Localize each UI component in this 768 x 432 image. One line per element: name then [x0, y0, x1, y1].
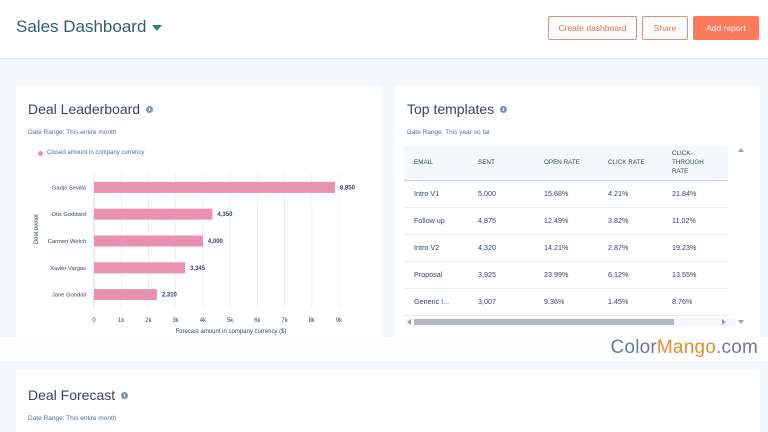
dashboard-title: Sales Dashboard — [16, 17, 147, 36]
info-icon[interactable] — [121, 391, 129, 399]
templates-date-range: Date Range: This year so far — [407, 129, 490, 136]
cell-click-through-rate: 11.02% — [662, 207, 728, 235]
share-button[interactable]: Share — [642, 16, 688, 40]
bar-value-label: 4,000 — [208, 239, 224, 245]
dashboard-selector[interactable]: Sales Dashboard — [16, 17, 163, 37]
info-icon[interactable] — [146, 105, 154, 113]
column-header-open-rate[interactable]: OPEN RATE — [534, 146, 598, 181]
x-tick-label: 1k — [118, 318, 125, 324]
cell-click-through-rate: 13.55% — [662, 261, 728, 289]
cell-email: Proposal — [404, 261, 468, 289]
cell-open-rate: 9.36% — [534, 288, 598, 316]
cell-sent: 3,925 — [468, 261, 534, 289]
cell-sent: 4,875 — [468, 207, 534, 235]
cell-sent: 5,000 — [468, 180, 534, 208]
column-header-sent[interactable]: SENT — [468, 146, 534, 181]
deal-leaderboard-card: Deal Leaderboard Date Range: This entire… — [16, 86, 382, 337]
bar-value-label: 8,850 — [340, 185, 356, 191]
watermark: ColorMango.com — [610, 337, 758, 358]
cell-sent: 4,320 — [468, 234, 534, 262]
x-tick-label: 8k — [309, 318, 316, 324]
bar-value-label: 2,310 — [162, 293, 178, 299]
category-label: Jane Goodall — [52, 293, 86, 299]
cell-email: Intro V2 — [404, 234, 468, 262]
category-label: Gadjo Sevilla — [52, 185, 87, 191]
deal-forecast-card: Deal Forecast Date Range: This entire mo… — [16, 370, 760, 432]
vertical-scrollbar[interactable] — [737, 146, 745, 326]
templates-table: EMAIL SENT OPEN RATE CLICK RATE CLICK-TH… — [404, 146, 728, 316]
top-templates-card: Top templates Date Range: This year so f… — [394, 86, 760, 337]
watermark-band: ColorMango.com — [0, 337, 768, 361]
create-dashboard-button[interactable]: Create dashboard — [548, 16, 637, 40]
bar — [94, 289, 157, 301]
add-report-button[interactable]: Add report — [693, 16, 759, 40]
cell-click-rate: 3.82% — [598, 207, 662, 235]
table-row: Generic I... 3,007 9.36% 1.45% 8.76% — [404, 288, 728, 316]
x-tick-label: 9k — [336, 318, 343, 324]
info-icon[interactable] — [500, 105, 508, 113]
scroll-right-icon[interactable] — [722, 319, 726, 325]
forecast-date-range: Date Range: This entire month — [28, 415, 117, 422]
category-label: Carmen Welch — [48, 239, 86, 245]
horizontal-scrollbar[interactable] — [406, 318, 736, 326]
cell-email: Intro V1 — [404, 180, 468, 208]
cell-open-rate: 15.68% — [534, 180, 598, 208]
table-header-row: EMAIL SENT OPEN RATE CLICK RATE CLICK-TH… — [404, 146, 728, 181]
scroll-left-icon[interactable] — [407, 319, 411, 325]
cell-click-through-rate: 21.84% — [662, 180, 728, 208]
category-label: Xavier Vargas — [50, 266, 86, 272]
cell-click-through-rate: 8.76% — [662, 288, 728, 316]
bar — [94, 208, 213, 220]
cell-email: Generic I... — [404, 288, 468, 316]
deal-leaderboard-title: Deal Leaderboard — [28, 101, 154, 117]
leaderboard-date-range: Date Range: This entire month — [28, 129, 117, 136]
cell-click-rate: 4.21% — [598, 180, 662, 208]
chart-legend: Closed amount in company currency — [38, 150, 144, 156]
x-tick-label: 7k — [281, 318, 288, 324]
cell-click-rate: 6.12% — [598, 261, 662, 289]
top-templates-title: Top templates — [407, 101, 508, 117]
table-row: Intro V1 5,000 15.68% 4.21% 21.84% — [404, 180, 728, 208]
legend-swatch — [38, 150, 43, 156]
cell-click-rate: 1.45% — [598, 288, 662, 316]
cell-click-through-rate: 19.23% — [662, 234, 728, 262]
x-tick-label: 3k — [172, 318, 179, 324]
cell-sent: 3,007 — [468, 288, 534, 316]
cell-open-rate: 23.99% — [534, 261, 598, 289]
x-tick-label: 4k — [200, 318, 207, 324]
bar — [94, 235, 203, 247]
x-tick-label: 6k — [254, 318, 261, 324]
column-header-click-rate[interactable]: CLICK RATE — [598, 146, 662, 181]
column-header-click-through-rate[interactable]: CLICK-THROUGH RATE — [662, 146, 728, 181]
column-header-email[interactable]: EMAIL — [404, 146, 468, 181]
scrollbar-thumb[interactable] — [414, 319, 674, 325]
top-bar: Sales Dashboard Create dashboard Share A… — [0, 0, 768, 59]
cell-click-rate: 2.87% — [598, 234, 662, 262]
category-label: Otis Goddard — [52, 212, 86, 218]
legend-label: Closed amount in company currency — [47, 150, 145, 156]
scroll-up-icon[interactable] — [738, 148, 744, 152]
x-axis-title: Forecast amount in company currency ($) — [175, 329, 286, 335]
cell-email: Follow up — [404, 207, 468, 235]
x-tick-label: 5k — [227, 318, 234, 324]
deal-forecast-title: Deal Forecast — [28, 387, 129, 403]
table-row: Intro V2 4,320 14.21% 2.87% 19.23% — [404, 234, 728, 262]
chevron-down-icon — [152, 25, 163, 31]
bar — [94, 181, 335, 193]
y-axis-title: Deal owner — [34, 214, 40, 244]
bar-value-label: 4,350 — [217, 212, 233, 218]
cell-open-rate: 14.21% — [534, 234, 598, 262]
bar — [94, 262, 186, 274]
table-row: Proposal 3,925 23.99% 6.12% 13.55% — [404, 261, 728, 289]
cell-open-rate: 12.49% — [534, 207, 598, 235]
x-tick-label: 2k — [145, 318, 152, 324]
scroll-down-icon[interactable] — [738, 320, 744, 324]
table-row: Follow up 4,875 12.49% 3.82% 11.02% — [404, 207, 728, 235]
bar-value-label: 3,345 — [190, 266, 206, 272]
x-tick-label: 0 — [92, 318, 96, 324]
deal-leaderboard-chart: 0 1k 2k 3k 4k 5k 6k 7k 8k 9k Gadjo Sevilla 8,850 Oti… — [34, 174, 356, 335]
